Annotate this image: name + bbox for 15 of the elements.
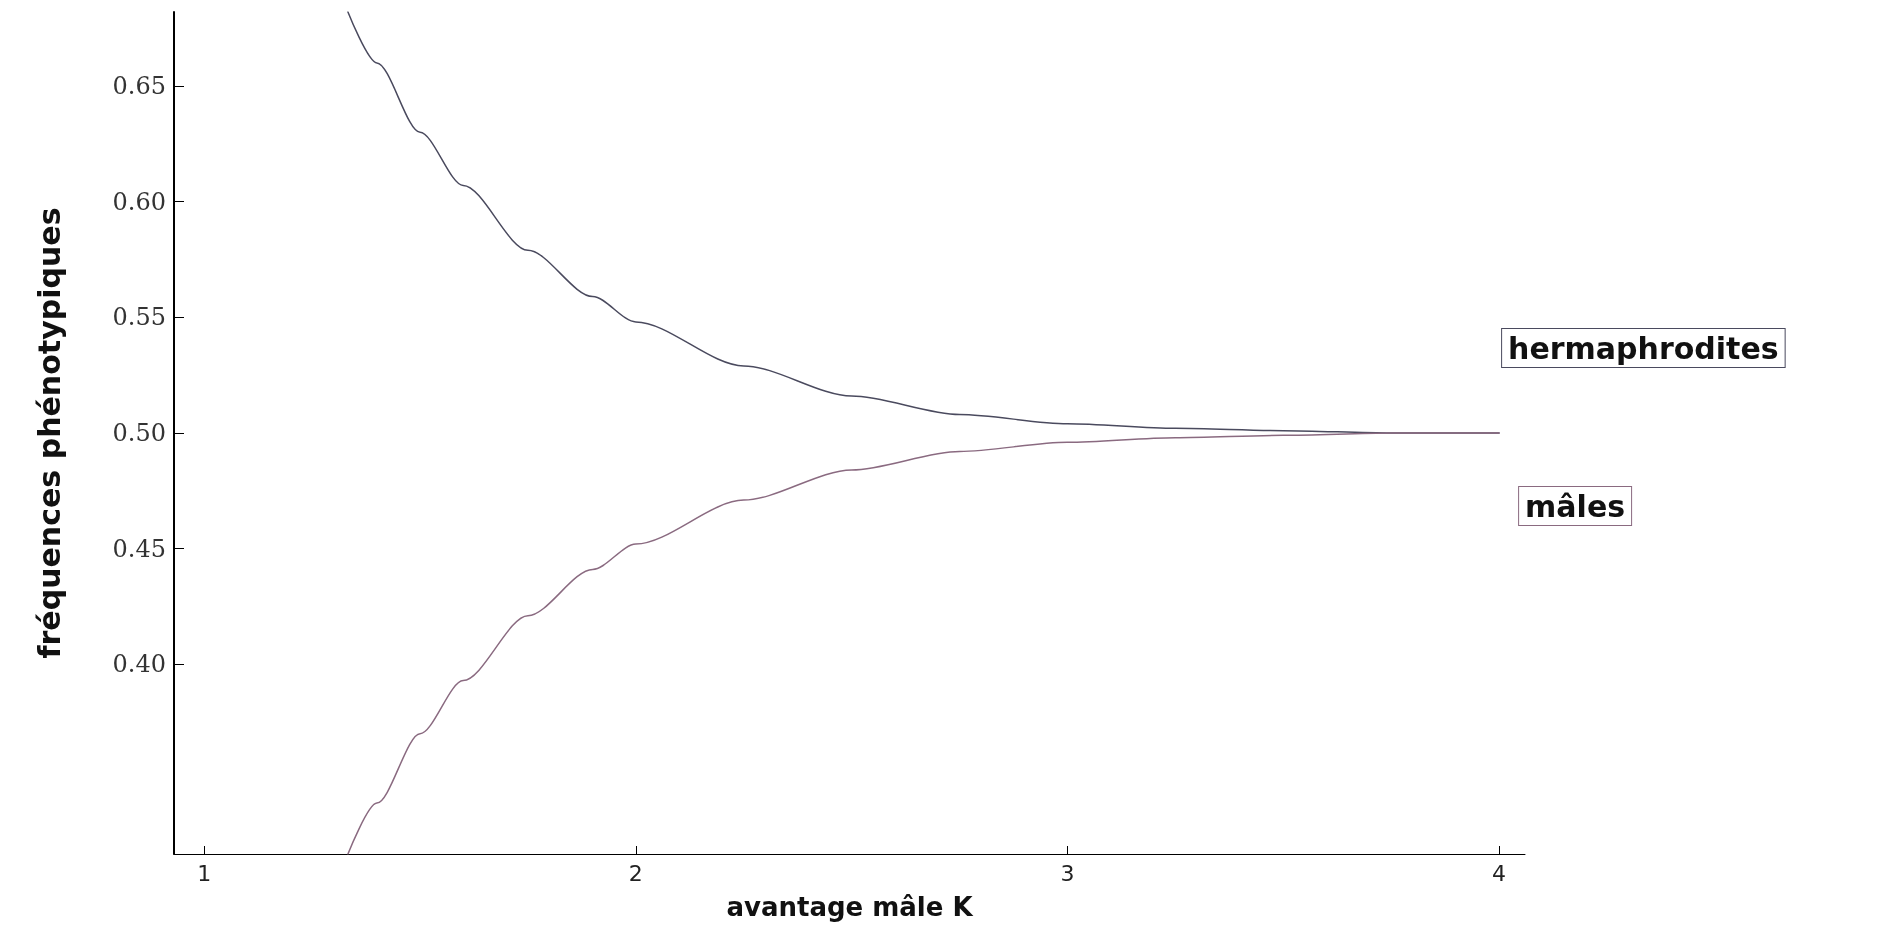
x-axis-title: avantage mâle K xyxy=(726,892,974,922)
y-tick-label: 0.50 xyxy=(112,419,166,447)
x-tick-label: 3 xyxy=(1060,860,1075,886)
y-tick-label: 0.65 xyxy=(112,72,166,101)
text: hermaphrodites xyxy=(1508,330,1779,366)
x-tick-label: 2 xyxy=(628,860,643,886)
x-tick-label: 1 xyxy=(197,860,212,886)
y-tick-label: 0.55 xyxy=(112,303,166,332)
y-tick-label: 0.45 xyxy=(112,534,166,563)
y-tick-label: 0.40 xyxy=(112,650,166,679)
y-axis-title: fréquences phénotypiques xyxy=(31,207,67,659)
x-tick-label: 4 xyxy=(1492,860,1507,886)
line-series xyxy=(347,432,1500,855)
text: mâles xyxy=(1525,488,1626,524)
y-tick-label: 0.60 xyxy=(112,187,166,216)
